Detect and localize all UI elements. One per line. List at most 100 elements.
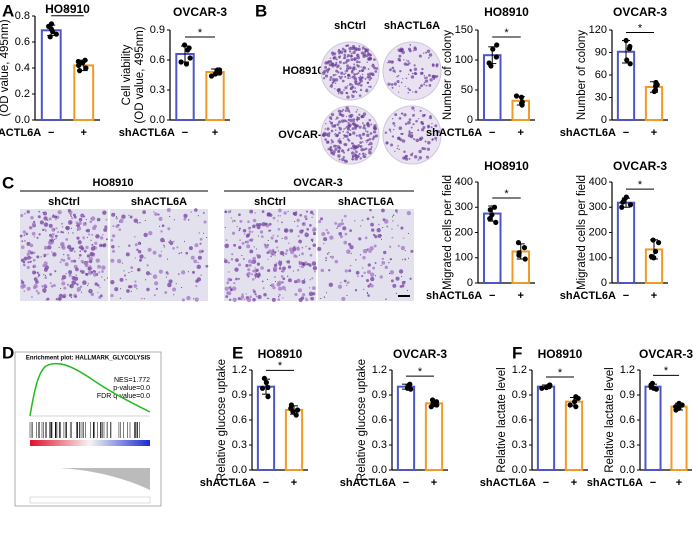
cell [103, 279, 106, 281]
colony [435, 140, 438, 142]
y-tick-label: 200 [455, 226, 473, 238]
chart-title: HO8910 [484, 159, 529, 173]
cell [298, 239, 302, 244]
colony [359, 75, 361, 77]
colony [369, 148, 373, 151]
y-tick-label: 0.3 [372, 439, 387, 451]
cell [90, 246, 96, 251]
colony [344, 86, 348, 90]
colony [391, 60, 394, 63]
y-tick-label: 1.2 [512, 364, 527, 376]
cell [270, 236, 274, 240]
colony [345, 91, 348, 95]
chart-title: OVCAR-3 [613, 5, 667, 19]
cell [367, 284, 371, 288]
colony [356, 53, 359, 56]
colony [328, 120, 331, 123]
pore [206, 237, 208, 239]
bar [205, 71, 225, 121]
cell [115, 217, 118, 220]
colony [413, 67, 418, 71]
colony [356, 109, 359, 111]
data-point [265, 394, 271, 400]
cell [36, 236, 39, 239]
x-tick-label: − [623, 127, 629, 139]
cell [47, 245, 52, 250]
cell [110, 293, 114, 298]
cell [281, 281, 284, 284]
colony [323, 131, 326, 135]
colony [358, 94, 362, 97]
cell [63, 286, 67, 290]
cell [302, 262, 306, 267]
data-point [627, 202, 634, 208]
colony [410, 75, 415, 79]
colony [359, 145, 361, 148]
cell [406, 210, 411, 216]
cell [252, 256, 256, 261]
cell [311, 286, 316, 291]
colony [349, 129, 352, 131]
chart-title: HO8910 [538, 347, 583, 361]
cell [238, 245, 242, 250]
colony [358, 134, 362, 138]
cell [49, 233, 53, 237]
colony [347, 73, 351, 78]
cell [277, 228, 281, 231]
pore [87, 283, 89, 285]
cell [20, 245, 25, 249]
cell [224, 286, 229, 291]
cell [272, 250, 274, 253]
cell [252, 297, 256, 302]
pore [254, 212, 256, 214]
pore [197, 262, 199, 264]
cell [388, 261, 390, 264]
cell [370, 276, 375, 282]
y-tick-label: 0.3 [232, 439, 247, 451]
colony [428, 53, 433, 57]
y-tick-label: 0.8 [15, 10, 30, 22]
cell [272, 234, 275, 237]
cell [22, 260, 26, 264]
y-tick-label: 0.0 [232, 464, 247, 476]
pore [43, 274, 45, 276]
cell [239, 219, 243, 223]
colony [338, 56, 341, 59]
cell [325, 228, 328, 232]
colony [343, 56, 347, 59]
cell [110, 238, 114, 242]
pore [165, 276, 167, 278]
cell [252, 224, 256, 229]
pore [311, 240, 313, 242]
data-point [573, 394, 579, 400]
cell [99, 294, 103, 298]
colony [418, 54, 422, 58]
pore [392, 220, 394, 222]
colony [349, 67, 352, 70]
cell [389, 245, 392, 248]
cell [268, 249, 273, 254]
colony [420, 84, 423, 88]
cell [278, 208, 282, 213]
cell [23, 212, 26, 215]
pore [292, 270, 294, 272]
cell [342, 226, 347, 231]
pore [166, 258, 168, 260]
pore [54, 238, 56, 240]
cell [400, 226, 404, 230]
pore [391, 228, 393, 230]
colony [343, 73, 346, 76]
colony [339, 140, 342, 143]
cell [366, 278, 370, 283]
pore [309, 287, 311, 289]
cell [192, 270, 195, 274]
pore [323, 243, 325, 245]
cell [247, 226, 251, 230]
colony [324, 138, 328, 141]
cell [245, 264, 249, 268]
cell [176, 246, 179, 249]
colony [410, 134, 414, 137]
cell [308, 264, 312, 267]
cell [95, 234, 100, 239]
data-point [487, 207, 493, 213]
